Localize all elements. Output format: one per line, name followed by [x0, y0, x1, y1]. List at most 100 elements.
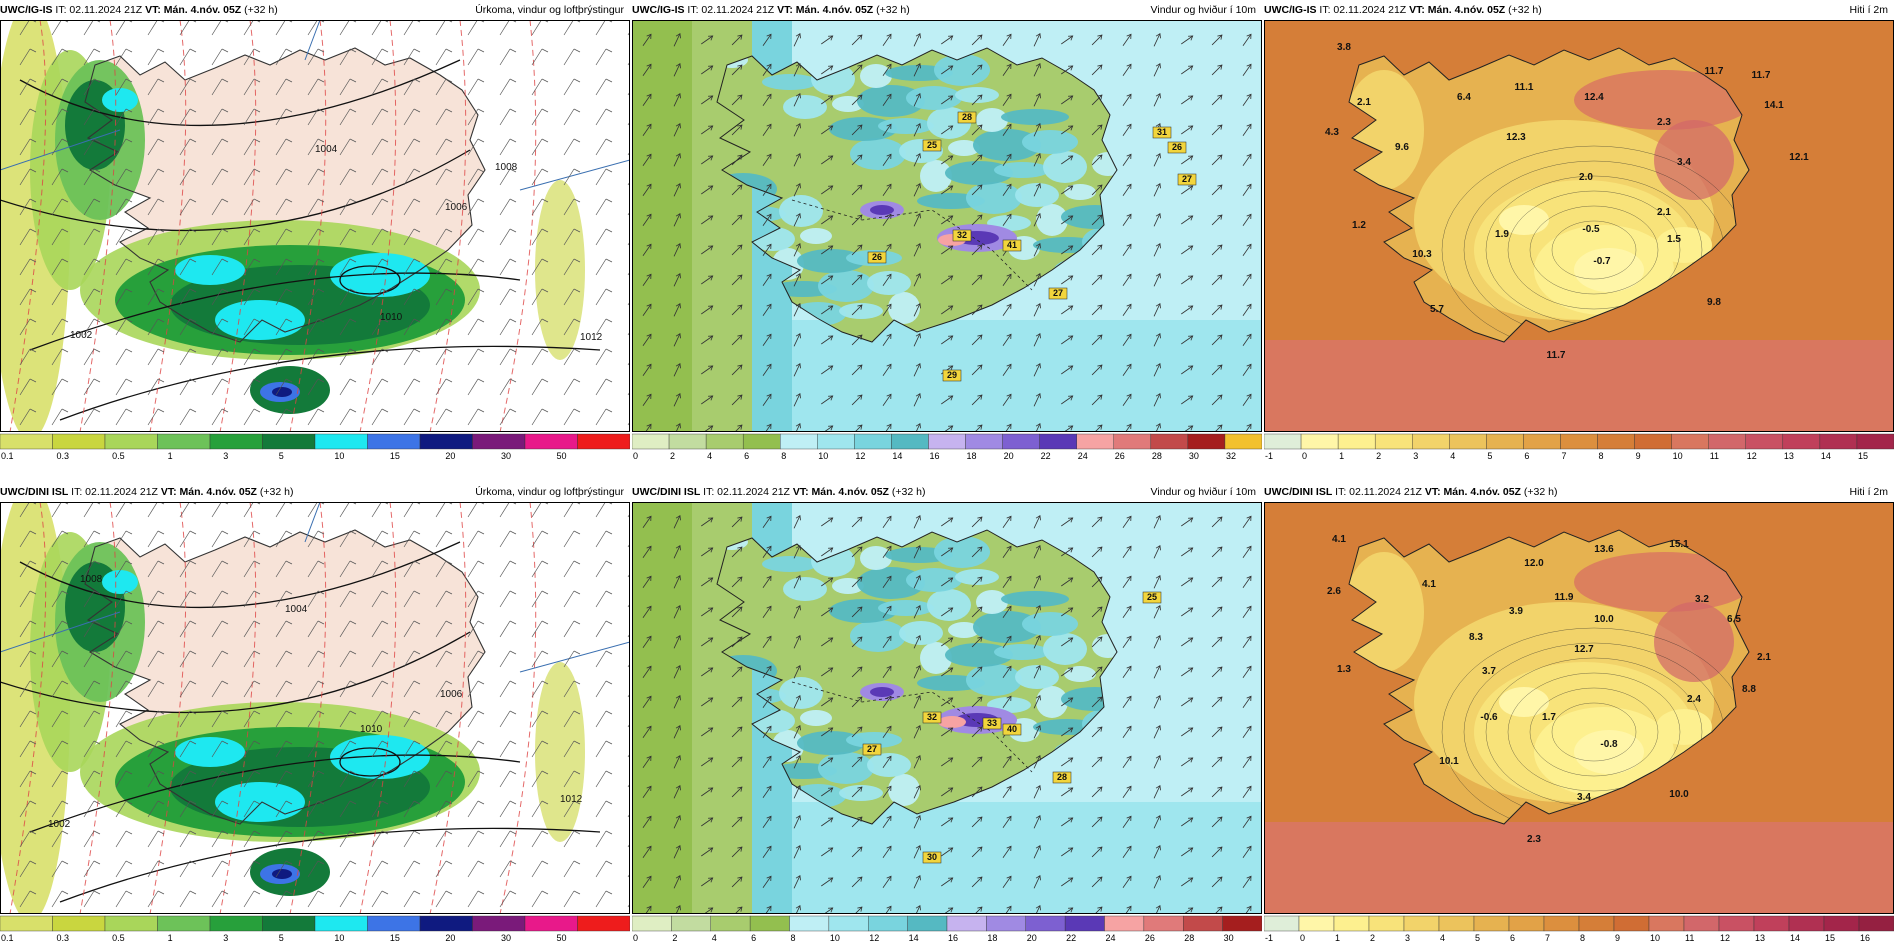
temperature-label: 1.5 [1667, 234, 1681, 245]
legend-tick-label: 20 [445, 451, 455, 461]
gust-label: 26 [872, 252, 882, 262]
map-panel-dini-wind: UWC/DINI ISL IT: 02.11.2024 21Z VT: Mán.… [632, 482, 1262, 947]
isobar-label: 1006 [445, 202, 468, 213]
legend-tick-label: 10 [818, 451, 828, 461]
map-panel-dini-precip: UWC/DINI ISL IT: 02.11.2024 21Z VT: Mán.… [0, 482, 630, 947]
gust-label: 29 [947, 370, 957, 380]
legend-swatch [854, 433, 892, 450]
legend-swatch [1039, 433, 1077, 450]
map-panel-igis-precip: UWC/IG-IS IT: 02.11.2024 21Z VT: Mán. 4.… [0, 0, 630, 465]
temperature-label: 2.4 [1687, 694, 1701, 705]
temperature-label: 12.1 [1789, 152, 1809, 163]
map-canvas: 1004 1002 1006 1008 1010 1012 [0, 502, 630, 914]
isobar-label: 1012 [580, 332, 603, 343]
gust-label: 28 [962, 112, 972, 122]
legend-swatch [104, 915, 158, 932]
lead-time: (+32 h) [876, 4, 910, 16]
legend-swatch [1337, 433, 1376, 450]
gust-label: 28 [1057, 772, 1067, 782]
legend-tick-label: 9 [1636, 451, 1641, 461]
legend-tick-label: 26 [1115, 451, 1125, 461]
legend-tick-label: 24 [1078, 451, 1088, 461]
model-name: UWC/DINI ISL [0, 486, 69, 498]
legend-tick-label: 30 [1189, 451, 1199, 461]
temperature-label: 2.3 [1657, 117, 1671, 128]
temperature-label: 3.4 [1577, 792, 1591, 803]
legend-swatch [789, 915, 830, 932]
legend-swatch [1403, 915, 1440, 932]
legend-tick-label: 2 [672, 933, 677, 943]
panel-header: UWC/IG-IS IT: 02.11.2024 21Z VT: Mán. 4.… [632, 0, 1262, 20]
legend-swatch [632, 915, 672, 932]
isobar-label: 1012 [560, 794, 583, 805]
valid-time: VT: Mán. 4.nóv. 05Z [145, 4, 242, 16]
legend-swatch [1002, 433, 1040, 450]
temperature-label: 2.6 [1327, 586, 1341, 597]
legend-tick-label: 6 [1524, 451, 1529, 461]
temperature-label: 6.5 [1727, 614, 1741, 625]
temperature-label: 11.9 [1555, 592, 1574, 603]
legend-swatch [1183, 915, 1223, 932]
legend-tick-label: 50 [557, 933, 567, 943]
isobar-label: 1008 [495, 162, 518, 173]
model-name: UWC/DINI ISL [632, 486, 701, 498]
map-panel-igis-temp: UWC/IG-IS IT: 02.11.2024 21Z VT: Mán. 4.… [1264, 0, 1894, 465]
legend-tick-label: 0 [633, 933, 638, 943]
model-name: UWC/IG-IS [0, 4, 53, 16]
legend-tick-label: 3 [1413, 451, 1418, 461]
legend-swatch [1782, 433, 1821, 450]
legend-tick-label: 10 [334, 933, 344, 943]
valid-time: VT: Mán. 4.nóv. 05Z [1424, 486, 1521, 498]
legend-swatch [891, 433, 929, 450]
legend-tick-label: 2 [1370, 933, 1375, 943]
legend-swatch [577, 915, 630, 932]
legend-tick-label: 5 [1487, 451, 1492, 461]
legend-tick-label: 24 [1106, 933, 1116, 943]
product-title: Hiti í 2m [1849, 486, 1888, 498]
legend-tick-label: 0.3 [57, 933, 70, 943]
legend-swatch [780, 433, 818, 450]
legend-tick-label: 0 [1302, 451, 1307, 461]
legend-swatch [868, 915, 908, 932]
legend-tick-label: 4 [712, 933, 717, 943]
temperature-label: 1.7 [1542, 712, 1556, 723]
map-canvas: 28 25 31 26 27 32 41 26 27 29 [632, 20, 1262, 432]
legend-tick-label: 12 [855, 451, 865, 461]
legend-swatch [1560, 433, 1598, 450]
legend-swatch [1708, 433, 1746, 450]
legend-tick-label: 8 [1599, 451, 1604, 461]
temperature-label: 2.1 [1757, 652, 1771, 663]
legend-swatch [1597, 433, 1635, 450]
product-title: Hiti í 2m [1849, 4, 1888, 16]
temperature-label: 5.7 [1430, 304, 1444, 315]
gust-label: 27 [1053, 288, 1063, 298]
legend-tick-label: 6 [751, 933, 756, 943]
model-name: UWC/IG-IS [632, 4, 685, 16]
legend-swatch [367, 915, 421, 932]
model-name: UWC/DINI ISL [1264, 486, 1333, 498]
legend-tick-label: -1 [1265, 933, 1273, 943]
temperature-label: 3.4 [1677, 157, 1691, 168]
legend-tick-label: 26 [1145, 933, 1155, 943]
legend-tick-label: 15 [390, 933, 400, 943]
legend-tick-label: 16 [929, 451, 939, 461]
temperature-label: 3.9 [1509, 606, 1523, 617]
isobar-label: 1010 [380, 312, 403, 323]
temperature-label: 10.0 [1594, 614, 1614, 625]
gust-label: 27 [1182, 174, 1192, 184]
legend-swatch [1543, 915, 1580, 932]
temperature-label: 13.6 [1594, 544, 1614, 555]
legend-swatch [1113, 433, 1152, 450]
legend-swatch [1187, 433, 1226, 450]
legend-tick-label: 13 [1784, 451, 1794, 461]
legend-tick-label: 50 [557, 451, 567, 461]
temperature-label: 3.7 [1482, 666, 1496, 677]
product-title: Úrkoma, vindur og loftþrýstingur [475, 486, 624, 498]
legend-tick-label: 10 [830, 933, 840, 943]
gust-label: 32 [927, 712, 937, 722]
legend-swatch [1753, 915, 1790, 932]
temperature-label: 9.6 [1395, 142, 1409, 153]
legend-swatch [577, 433, 630, 450]
legend-swatch [1671, 433, 1709, 450]
temperature-label: 14.1 [1764, 100, 1784, 111]
